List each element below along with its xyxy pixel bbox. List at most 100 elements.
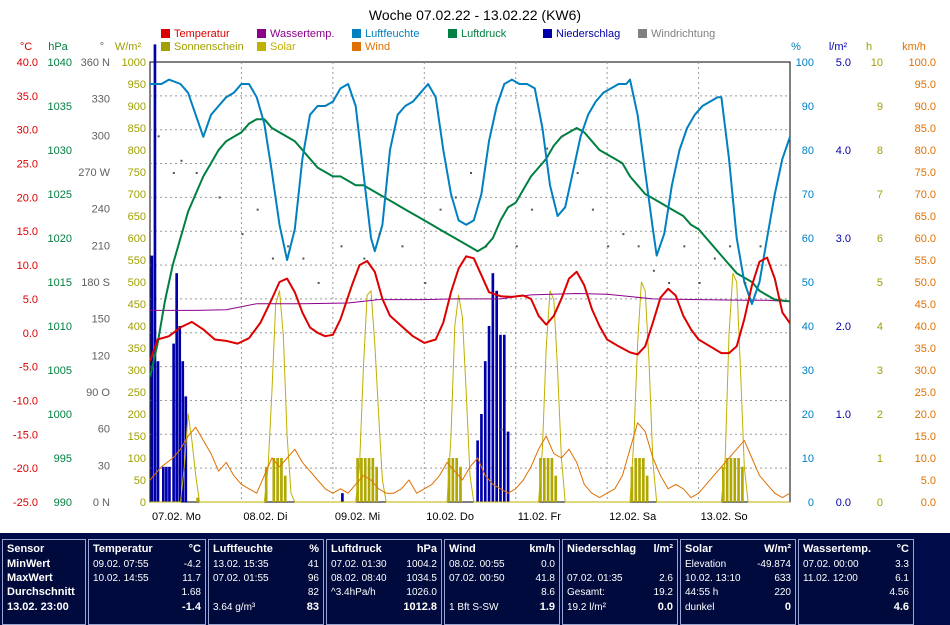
temperatur-max-value: 11.7	[182, 573, 201, 584]
x-axis-labels: 07.02. Mo 08.02. Di 09.02. Mi 10.02. Do 11.0…	[152, 511, 748, 523]
luftdruck-trend: ^3.4hPa/h	[331, 587, 376, 598]
wind-header: Wind	[449, 543, 476, 555]
sun-tick-1: 9	[877, 101, 883, 113]
solar-tick-12: 400	[128, 321, 146, 333]
solar-tick-19: 50	[134, 475, 146, 487]
temp-tick-10: -10.0	[13, 395, 38, 407]
sun-bar-9	[367, 458, 371, 502]
sun-tick-8: 2	[877, 409, 883, 421]
dir-tick-1: 330	[92, 94, 110, 106]
winddir-dot-22	[530, 208, 533, 211]
sensor-header: Sensor	[7, 543, 45, 555]
wind-tick-12: 40.0	[915, 321, 936, 333]
hum-tick-0: 100	[796, 57, 814, 69]
niederschlag-total-value: 19.2	[653, 587, 673, 598]
winddir-dot-15	[424, 282, 427, 284]
dir-tick-10: 60	[98, 424, 110, 436]
solar-tick-11: 450	[128, 299, 146, 311]
wassertemp-avg-value: 4.56	[889, 587, 909, 598]
wind-unit: km/h	[529, 543, 555, 555]
sensor-avg-label: Durchschnitt	[7, 586, 75, 598]
solar-tick-18: 100	[128, 453, 146, 465]
hum-tick-7: 30	[802, 365, 814, 377]
wind-tick-20: 0.0	[921, 497, 936, 509]
winddir-dot-16	[439, 208, 442, 211]
sun-bar-24	[642, 458, 645, 502]
sensor-box: Sensor MinWert MaxWert Durchschnitt 13.0…	[2, 539, 86, 625]
solar-tick-7: 650	[128, 211, 146, 223]
legend-label-1: Wassertemp.	[270, 28, 334, 40]
rain-bar-7	[175, 273, 178, 502]
luftfeuchte-min-time: 13.02. 15:35	[213, 559, 269, 570]
solar-tick-15: 250	[128, 387, 146, 399]
series-line-wind	[149, 422, 791, 499]
winddir-dot-34	[713, 257, 716, 260]
luftfeuchte-avg-value: 82	[307, 587, 319, 598]
dir-tick-5: 210	[92, 240, 110, 252]
winddir-dot-33	[698, 282, 701, 284]
rain-bar-15	[487, 326, 491, 502]
sun-bar-3	[276, 458, 279, 502]
luftdruck-max-time: 08.02. 08:40	[331, 573, 387, 584]
sun-bar-4	[280, 458, 283, 502]
chart-lines	[149, 78, 791, 503]
solar-tick-10: 500	[128, 277, 146, 289]
wassertemp-box: Wassertemp. °C 07.02. 00:00 3.3 11.02. 12:…	[798, 539, 914, 625]
solar-avg-value: 220	[774, 587, 791, 598]
luftdruck-avg-value: 1026.0	[406, 587, 437, 598]
wind-tick-13: 35.0	[915, 343, 936, 355]
hum-tick-1: 90	[802, 101, 814, 113]
hum-tick-8: 20	[802, 409, 814, 421]
temp-tick-8: 0.0	[23, 328, 38, 340]
luftdruck-current-value: 1012.8	[403, 601, 437, 613]
sensor-time: 13.02. 23:00	[7, 601, 69, 613]
wind-tick-3: 85.0	[915, 123, 936, 135]
series-line-temperatur	[149, 255, 791, 362]
wind-tick-17: 15.0	[915, 431, 936, 443]
solar-elevation-label: Elevation	[685, 559, 727, 570]
sun-bar-5	[283, 475, 287, 502]
wind-current-value: 1.9	[539, 601, 555, 613]
rain-tick-4: 1.0	[836, 409, 851, 421]
solar-tick-20: 0	[140, 497, 146, 509]
rain-bar-17	[495, 290, 498, 502]
wind-tick-6: 70.0	[915, 189, 936, 201]
sun-bar-17	[542, 458, 546, 502]
sun-bar-13	[451, 458, 455, 502]
sun-bar-14	[455, 458, 458, 502]
chart-title: Woche 07.02.22 - 13.02.22 (KW6)	[369, 7, 581, 23]
niederschlag-header: Niederschlag	[567, 543, 637, 555]
x-label-1: 08.02. Di	[243, 511, 287, 523]
solar-tick-13: 350	[128, 343, 146, 355]
temperatur-box: Temperatur °C 09.02. 07:55 -4.2 10.02. 14:…	[88, 539, 206, 625]
sun-bar-22	[634, 458, 638, 502]
press-tick-0: 1040	[48, 57, 72, 69]
wind-tick-1: 95.0	[915, 79, 936, 91]
winddir-dot-20	[500, 428, 503, 431]
winddir-dot-37	[759, 245, 762, 248]
temp-tick-5: 15.0	[17, 226, 38, 238]
solar-duration: 44:55 h	[685, 587, 719, 598]
solar-tick-2: 900	[128, 101, 146, 113]
sun-bar-27	[725, 458, 729, 502]
rain-bar-19	[502, 334, 506, 502]
dir-tick-12: 0 N	[93, 497, 110, 509]
rain-bar-20	[506, 431, 510, 502]
temp-unit: °C	[20, 41, 32, 53]
wassertemp-min-time: 07.02. 00:00	[803, 559, 859, 570]
winddir-dot-28	[622, 233, 625, 236]
x-label-3: 10.02. Do	[426, 511, 474, 523]
luftdruck-min-time: 07.02. 01:30	[331, 559, 387, 570]
winddir-dot-23	[546, 147, 549, 150]
hum-tick-2: 80	[802, 145, 814, 157]
sun-tick-2: 8	[877, 145, 883, 157]
wind-tick-9: 55.0	[915, 255, 936, 267]
wassertemp-current-value: 4.6	[893, 601, 909, 613]
hum-tick-10: 0	[808, 497, 814, 509]
legend-label-5: Windrichtung	[651, 28, 715, 40]
winddir-dot-38	[774, 282, 777, 284]
rain-bar-12	[476, 440, 479, 502]
winddir-dot-29	[637, 245, 640, 248]
wind-tick-11: 45.0	[915, 299, 936, 311]
rain-bar-5	[168, 466, 171, 502]
